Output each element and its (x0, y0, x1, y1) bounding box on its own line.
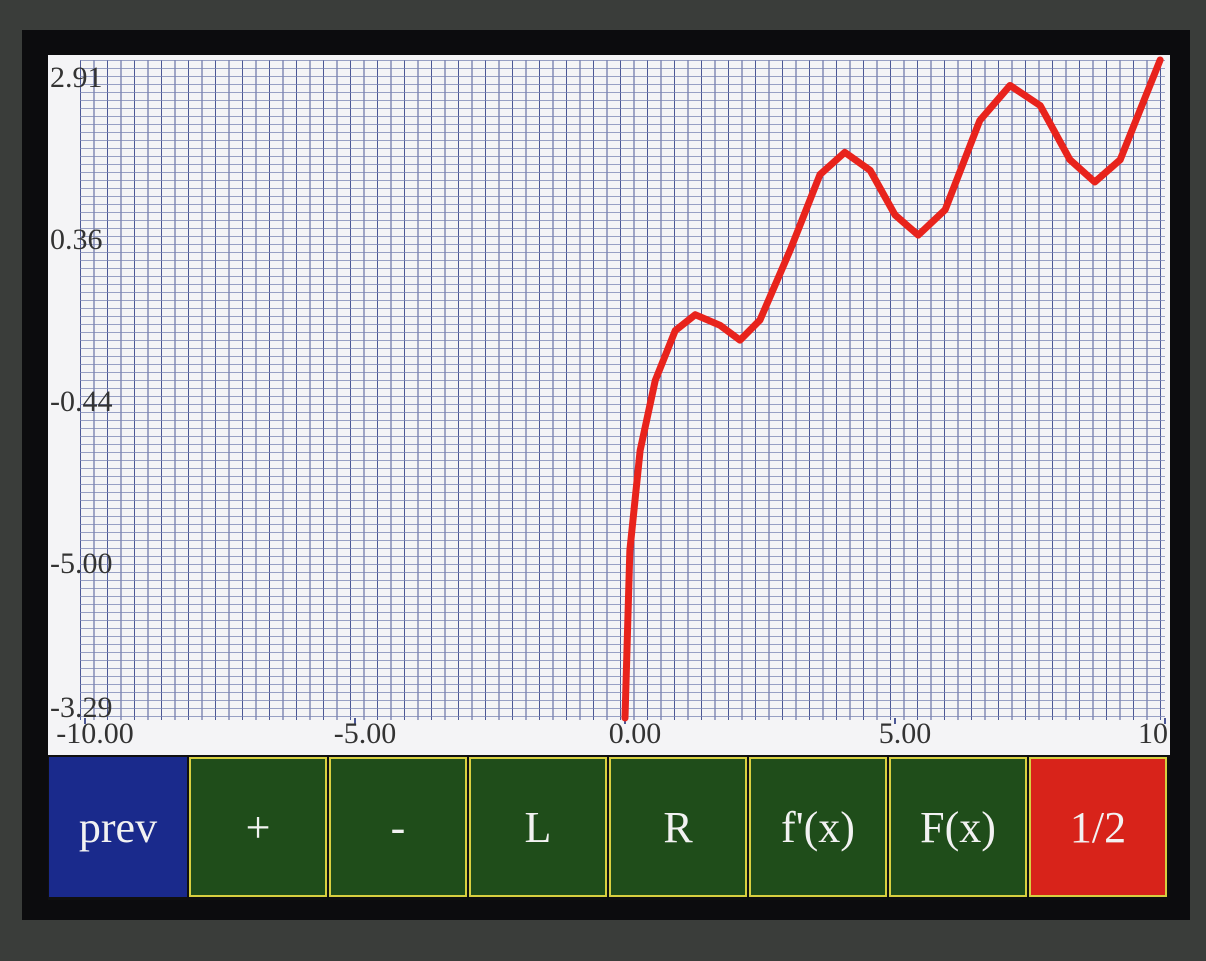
button-face (889, 757, 1027, 897)
button[interactable]: prev (49, 757, 187, 897)
y-tick-label: -3.29 (50, 691, 113, 724)
x-tick-label: -5.00 (334, 717, 397, 750)
y-tick-label: 2.91 (50, 61, 103, 94)
button-face (189, 757, 327, 897)
button[interactable]: L (469, 757, 607, 897)
button-label: prev (79, 803, 157, 852)
button-face (329, 757, 467, 897)
x-tick-label: 0.00 (609, 717, 662, 750)
function-curve (621, 56, 1164, 722)
button[interactable]: f'(x) (749, 757, 887, 897)
button-label: - (391, 803, 406, 852)
button-label: 1/2 (1070, 803, 1126, 852)
button-label: F(x) (920, 803, 996, 852)
y-tick-label: -5.00 (50, 547, 113, 580)
y-tick-label: -0.44 (50, 385, 113, 418)
grid (80, 60, 1165, 720)
button-face (49, 757, 187, 897)
button-label: L (525, 803, 552, 852)
x-tick-label: -10.00 (56, 717, 134, 750)
button-face (749, 757, 887, 897)
button-label: f'(x) (781, 803, 855, 852)
x-tick-label: 10 (1138, 717, 1168, 750)
y-tick-label: 0.36 (50, 223, 103, 256)
button[interactable]: + (189, 757, 327, 897)
button[interactable]: R (609, 757, 747, 897)
button-face (609, 757, 747, 897)
x-tick-label: 5.00 (879, 717, 932, 750)
button-label: R (663, 803, 693, 852)
button[interactable]: 1/2 (1029, 757, 1167, 897)
button-face (1029, 757, 1167, 897)
button[interactable]: F(x) (889, 757, 1027, 897)
button[interactable]: - (329, 757, 467, 897)
button-face (469, 757, 607, 897)
button-label: + (246, 803, 271, 852)
